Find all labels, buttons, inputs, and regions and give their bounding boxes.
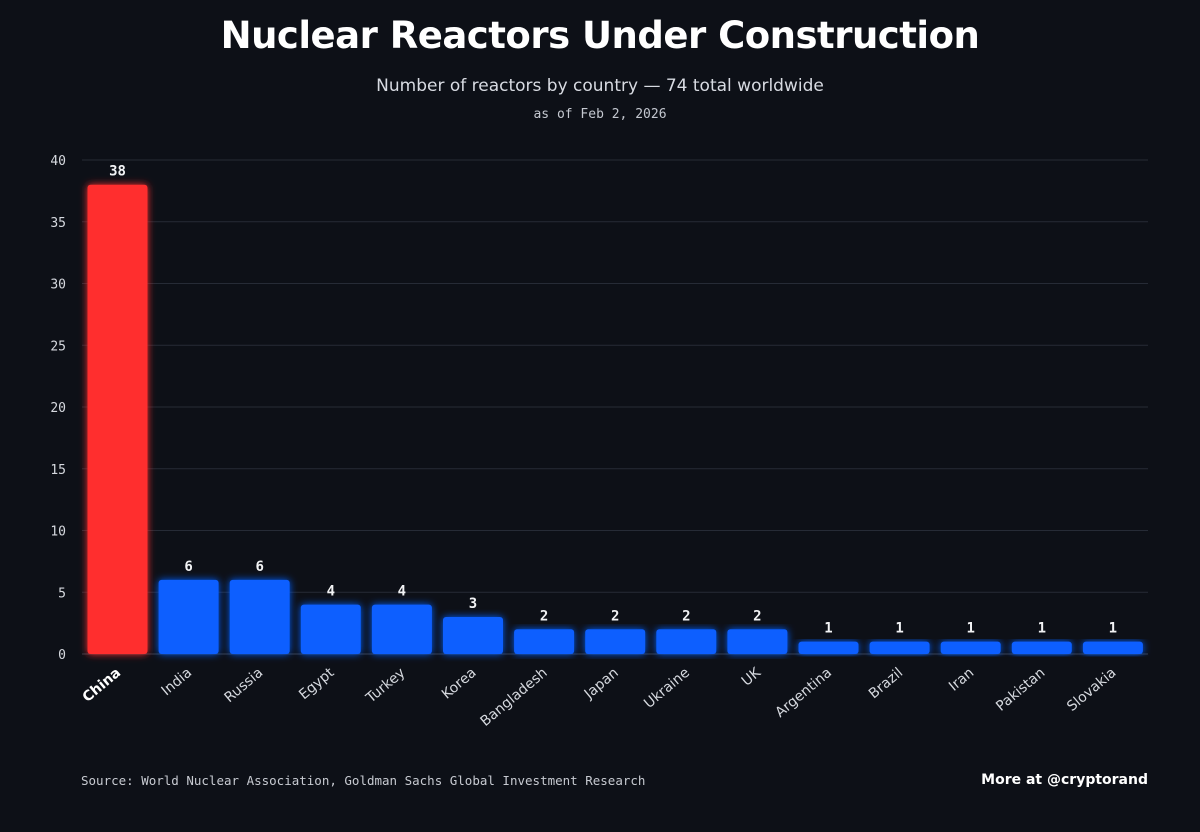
bar-argentina — [798, 641, 859, 654]
y-tick-label: 35 — [50, 216, 66, 231]
data-label: 2 — [682, 608, 690, 624]
x-tick-label: India — [159, 665, 196, 699]
chart-subtitle: Number of reactors by country — 74 total… — [376, 76, 824, 96]
x-tick-label: Argentina — [772, 665, 835, 721]
bar-pakistan — [1011, 641, 1072, 654]
data-label: 1 — [895, 621, 903, 637]
x-tick-label: Slovakia — [1064, 665, 1119, 715]
bar-brazil — [869, 641, 930, 654]
data-label: 2 — [753, 608, 761, 624]
bar-russia — [229, 579, 290, 654]
credit-link[interactable]: More at @cryptorand — [981, 772, 1148, 788]
bar-japan — [585, 629, 646, 654]
data-label: 2 — [611, 608, 619, 624]
bars — [87, 184, 1143, 654]
y-tick-label: 10 — [50, 525, 66, 540]
y-axis-ticks: 0 5 10 15 20 25 30 35 40 — [50, 154, 66, 663]
data-label: 6 — [255, 559, 263, 575]
bar-bangladesh — [514, 629, 575, 654]
as-of-date: as of Feb 2, 2026 — [533, 107, 667, 122]
y-tick-label: 40 — [50, 154, 66, 169]
x-tick-label: Brazil — [866, 665, 906, 702]
chart-title: Nuclear Reactors Under Construction — [220, 14, 980, 57]
y-tick-label: 20 — [50, 401, 66, 416]
data-label: 6 — [184, 559, 192, 575]
x-tick-label: Turkey — [363, 665, 409, 707]
data-label: 4 — [398, 584, 406, 600]
bar-slovakia — [1082, 641, 1143, 654]
bar-turkey — [371, 604, 432, 654]
y-tick-label: 0 — [58, 648, 66, 663]
bar-ukraine — [656, 629, 717, 654]
y-tick-label: 25 — [50, 339, 66, 354]
data-label: 1 — [1109, 621, 1117, 637]
data-label: 38 — [109, 164, 126, 180]
x-tick-label: Bangladesh — [477, 665, 550, 730]
data-label: 3 — [469, 596, 477, 612]
x-tick-label: UK — [739, 664, 765, 689]
x-tick-label: Pakistan — [993, 665, 1048, 715]
y-tick-label: 15 — [50, 463, 66, 478]
x-tick-label: Egypt — [296, 664, 338, 703]
x-tick-label: Ukraine — [641, 665, 693, 712]
x-tick-label: Korea — [439, 665, 480, 703]
source-note: Source: World Nuclear Association, Goldm… — [81, 773, 646, 788]
bar-uk — [727, 629, 788, 654]
data-label: 1 — [824, 621, 832, 637]
bar-egypt — [300, 604, 361, 654]
bar-iran — [940, 641, 1001, 654]
data-label: 4 — [327, 584, 335, 600]
x-axis-ticks: China India Russia Egypt Turkey KoreaBanglade… — [80, 664, 1120, 730]
bar-india — [158, 579, 219, 654]
data-labels: 38 6 6 4 4 3 2 2 2 2 1 1 1 1 1 — [109, 164, 1117, 637]
x-tick-label: Japan — [581, 665, 622, 703]
bar-china — [87, 184, 148, 654]
grid-lines — [82, 159, 1148, 655]
data-label: 1 — [1038, 621, 1046, 637]
data-label: 1 — [966, 621, 974, 637]
y-tick-label: 5 — [58, 586, 66, 601]
x-tick-label: China — [80, 665, 124, 706]
x-tick-label: Iran — [946, 665, 977, 695]
data-label: 2 — [540, 608, 548, 624]
x-tick-label: Russia — [221, 665, 266, 706]
bar-korea — [443, 616, 503, 654]
y-tick-label: 30 — [50, 278, 66, 293]
